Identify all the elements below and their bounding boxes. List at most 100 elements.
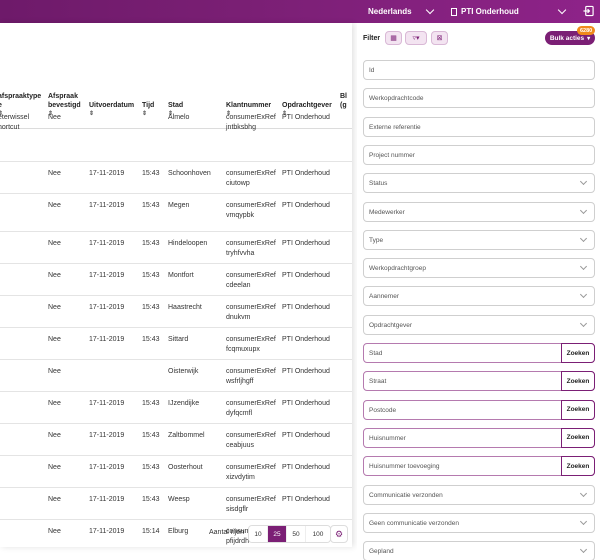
clear-filter-button[interactable]: ⊠ [431,31,448,45]
field-placeholder: Type [369,236,384,244]
filter-communicatie-verzonden-select[interactable]: Communicatie verzonden [363,484,595,505]
filter-werkopdrachtcode-input[interactable]: Werkopdrachtcode [363,88,595,109]
table-settings-button[interactable]: ⚙ [330,525,348,543]
cell-bevestigd: Nee [48,432,61,439]
chevron-down-icon[interactable] [579,178,588,186]
logout-icon[interactable] [583,5,594,17]
filter-geen-communicatie-verzonden-select[interactable]: Geen communicatie verzonden [363,512,595,533]
chevron-down-icon[interactable] [579,291,588,299]
cell-opdrachtgever: PTI Onderhoud [282,170,330,177]
filter-type-select[interactable]: Type [363,229,595,250]
cell-opdrachtgever: PTI Onderhoud [282,368,330,375]
page-size-selector: 10 25 50 100 [248,525,331,543]
sort-icon[interactable]: ⇕ [168,111,174,117]
search-straat-button[interactable]: Zoeken [561,371,595,392]
chevron-down-icon[interactable] [579,234,588,242]
column-header-afspraaktype[interactable]: afspraaktypee⇕ [0,92,41,118]
filter-werkopdrachtgroep-select[interactable]: Werkopdrachtgroep [363,258,595,279]
column-header-klantnummer[interactable]: Klantnummer ⇕ [226,101,271,118]
filter-huisnummer-toevoeging-input[interactable]: Huisnummer toevoeging Zoeken [363,456,595,477]
page-size-option-50[interactable]: 50 [287,526,306,542]
chevron-down-icon[interactable] [579,263,588,271]
cell-klantnummer: consumerExRef [226,304,276,311]
filter-calendar-button[interactable]: ▦ [385,31,402,45]
cell-bevestigd: Nee [48,368,61,375]
cell-klantnummer: sisdgflr [226,506,249,513]
cell-opdrachtgever: PTI Onderhoud [282,464,330,471]
table-row[interactable]: Nee 17-11-2019 15:43 Hindeloopen consumerExR… [0,232,352,264]
filter-id-input[interactable]: Id [363,60,595,80]
filter-straat-input[interactable]: Straat Zoeken [363,371,595,392]
table-row[interactable]: Nee 17-11-2019 15:43 Weesp consumerExRef sisd… [0,488,352,520]
filter-medewerker-select[interactable]: Medewerker [363,201,595,222]
column-header-stad[interactable]: Stad ⇕ [168,101,183,118]
column-header-afspraak_bevestigd[interactable]: Afspraak bevestigd ⇕ [48,92,81,118]
column-header-extra[interactable]: Bl (g [340,92,347,110]
page-size-option-25[interactable]: 25 [268,526,287,542]
cell-uitvoerdatum: 17-11-2019 [89,336,125,343]
table-row[interactable]: Nee 17-11-2019 15:43 Schoonhoven consumerExR… [0,162,352,194]
field-placeholder: Werkopdrachtgroep [369,265,426,273]
table-row[interactable]: Nee 17-11-2019 15:43 Sittard consumerExRef fc… [0,328,352,360]
column-header-opdrachtgever[interactable]: Opdrachtgever ⇕ [282,101,332,118]
search-stad-button[interactable]: Zoeken [561,343,595,363]
filter-options-button[interactable]: ▿▾ [405,31,427,45]
column-header-label: afspraaktype [0,93,42,100]
table-row[interactable]: Nee Oisterwijk consumerExRef wsfrljhgff PTI … [0,360,352,392]
sort-icon[interactable]: ⇕ [142,111,148,117]
filter-huisnummer-input[interactable]: Huisnummer Zoeken [363,427,595,448]
table-row[interactable]: Nee 17-11-2019 15:43 Zaltbommel consumerExRe… [0,424,352,456]
chevron-down-icon[interactable] [579,546,588,554]
filter-clear-icon: ⊠ [436,35,443,42]
cell-opdrachtgever: PTI Onderhoud [282,400,330,407]
filter-postcode-input[interactable]: Postcode Zoeken [363,399,595,420]
sort-icon[interactable]: ⇕ [226,111,232,117]
cell-opdrachtgever: PTI Onderhoud [282,336,330,343]
filter-gepland-select[interactable]: Gepland [363,541,595,560]
chevron-down-icon[interactable] [425,5,435,15]
calendar-icon: ▦ [390,35,397,42]
filter-opdrachtgever-select[interactable]: Opdrachtgever [363,314,595,335]
cell-stad: Megen [168,202,190,209]
sort-icon[interactable]: ⇕ [0,111,4,117]
search-huisnummer-toevoeging-button[interactable]: Zoeken [561,456,595,477]
search-postcode-button[interactable]: Zoeken [561,399,595,420]
filter-status-select[interactable]: Status [363,173,595,194]
field-placeholder: Huisnummer toevoeging [369,463,440,471]
organisation-selector[interactable]: PTI Onderhoud [451,0,519,23]
language-selector[interactable]: Nederlands [368,0,412,23]
table-row[interactable]: Nee 17-11-2019 15:43 IJzendijke consumerExRe… [0,392,352,424]
table-row[interactable]: Nee 17-11-2019 15:43 Montfort consumerExRef c… [0,264,352,296]
table-row[interactable]: Nee 17-11-2019 15:43 Oosterhout consumerExRe… [0,456,352,488]
column-header-uitvoerdatum[interactable]: Uitvoerdatum ⇕ [89,101,134,118]
table-row[interactable]: eterwissel hortcut Nee Almelo consumerExRef j… [0,106,352,162]
sort-icon[interactable]: ⇕ [89,111,95,117]
rows-per-page-label: Aantal rijen [209,529,245,536]
chevron-down-icon[interactable] [579,517,588,525]
sort-icon[interactable]: ⇕ [282,111,288,117]
search-huisnummer-button[interactable]: Zoeken [561,427,595,448]
sort-icon[interactable]: ⇕ [48,111,54,117]
cell-klantnummer: ciutowp [226,180,250,187]
table-row[interactable]: Nee 17-11-2019 15:43 Megen consumerExRef vmqy… [0,194,352,232]
table-row[interactable]: Nee 17-11-2019 15:43 Haastrecht consumerExRe… [0,296,352,328]
page-size-option-100[interactable]: 100 [306,526,330,542]
filter-externe-referentie-input[interactable]: Externe referentie [363,116,595,137]
chevron-down-icon[interactable] [557,5,567,15]
cell-stad: Montfort [168,272,194,279]
chevron-down-icon[interactable] [579,489,588,497]
cell-stad: IJzendijke [168,400,200,407]
cell-uitvoerdatum: 17-11-2019 [89,240,125,247]
cell-stad: Zaltbommel [168,432,205,439]
page-size-option-10[interactable]: 10 [249,526,268,542]
filter-panel: Filter ▦ ▿▾ ⊠ Bulk acties ▾ 6280 Id Werko… [357,23,600,560]
chevron-down-icon[interactable] [579,206,588,214]
cell-uitvoerdatum: 17-11-2019 [89,432,125,439]
filter-aannemer-select[interactable]: Aannemer [363,286,595,307]
cell-klantnummer: consumerExRef [226,202,276,209]
chevron-down-icon[interactable] [579,319,588,327]
column-header-tijd[interactable]: Tijd ⇕ [142,101,154,118]
field-placeholder: Opdrachtgever [369,321,412,329]
filter-project-nummer-input[interactable]: Project nummer [363,144,595,165]
filter-stad-input[interactable]: Stad Zoeken [363,343,595,363]
